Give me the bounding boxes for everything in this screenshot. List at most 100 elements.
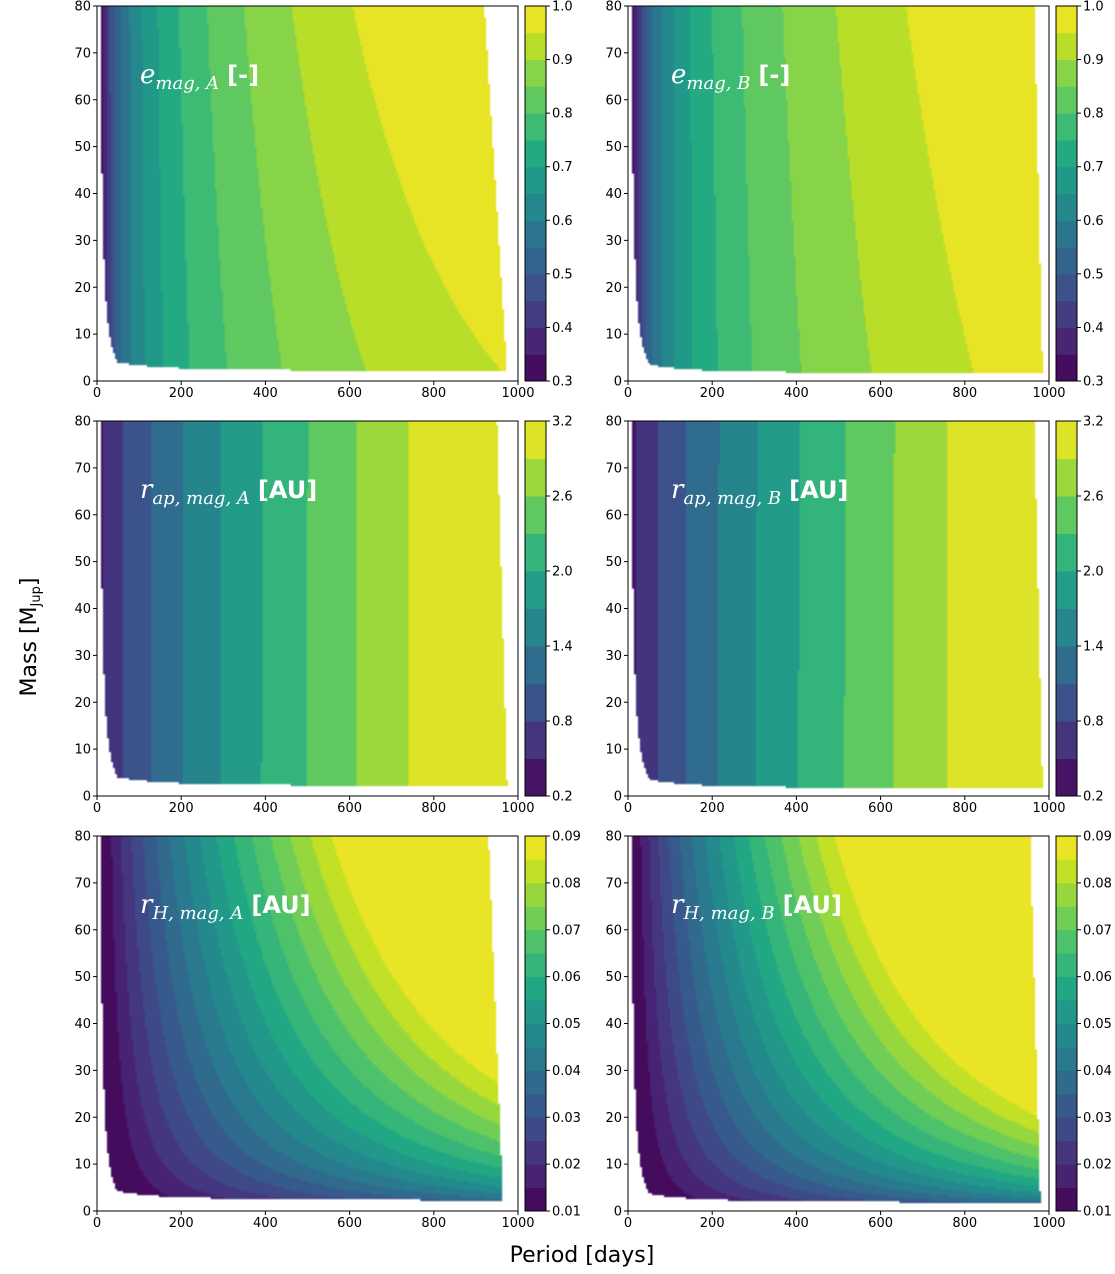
colorbar-tick-label: 0.5: [1083, 267, 1104, 282]
y-tick-label: 10: [605, 328, 622, 343]
colorbar-level: [1056, 86, 1077, 114]
x-tick-label: 1000: [501, 801, 534, 816]
colorbar-tick-label: 2.6: [1083, 490, 1104, 505]
colorbar-tick-label: 0.05: [552, 1017, 581, 1032]
colorbar-level: [1056, 300, 1077, 328]
y-tick-label: 50: [74, 140, 91, 155]
colorbar-level: [525, 1000, 546, 1024]
contour-field-r_H_mag_B: [628, 836, 1049, 1211]
colorbar-tick-label: 1.4: [1083, 640, 1104, 655]
colorbar-level: [1056, 882, 1077, 907]
colorbar-level: [525, 646, 546, 684]
colorbar-level: [1056, 166, 1077, 194]
x-tick-label: 0: [93, 386, 101, 401]
colorbar-level: [1056, 646, 1077, 684]
colorbar-level: [1056, 1117, 1077, 1142]
y-tick-label: 0: [614, 375, 622, 390]
x-tick-label: 600: [868, 1216, 893, 1231]
panel-label-subscript: H, mag, B: [682, 903, 774, 924]
x-axis-title: Period [days]: [510, 1243, 655, 1268]
colorbar-level: [525, 113, 546, 141]
y-tick-label: 60: [74, 93, 91, 108]
colorbar-level: [525, 247, 546, 275]
colorbar-tick-label: 0.03: [1083, 1111, 1112, 1126]
colorbar-level: [525, 758, 546, 797]
colorbar-tick-label: 0.3: [552, 375, 573, 390]
panel-label-symbol: e: [671, 60, 686, 90]
colorbar-tick-label: 0.6: [552, 214, 573, 229]
y-tick-label: 0: [83, 790, 91, 805]
y-tick-label: 80: [74, 830, 91, 845]
colorbar-level: [525, 421, 546, 459]
colorbar-frame: [524, 5, 547, 382]
panel-label-symbol: r: [140, 890, 154, 920]
x-tick-label: 600: [868, 386, 893, 401]
colorbar-tick-label: 0.07: [1083, 923, 1112, 938]
contour-field-r_ap_mag_B: [628, 421, 1049, 796]
colorbar-level: [1056, 1164, 1077, 1189]
colorbar-level: [1056, 683, 1077, 722]
x-tick-label: 800: [952, 801, 977, 816]
colorbar-level: [525, 721, 546, 759]
colorbar-tick-label: 0.07: [552, 923, 581, 938]
colorbar-tick-label: 0.9: [552, 53, 573, 68]
y-tick-label: 50: [74, 555, 91, 570]
x-tick-label: 200: [700, 1216, 725, 1231]
x-tick-label: 400: [784, 1216, 809, 1231]
x-tick-label: 600: [337, 801, 362, 816]
colorbar-level: [1056, 571, 1077, 609]
panel-label-subscript: mag, A: [155, 73, 219, 94]
y-tick-label: 30: [605, 649, 622, 664]
y-tick-label: 50: [605, 555, 622, 570]
colorbar-level: [525, 32, 546, 61]
colorbar-level: [525, 139, 546, 168]
x-tick-label: 200: [700, 386, 725, 401]
colorbar-tick-label: 0.09: [1083, 830, 1112, 845]
colorbar-level: [525, 496, 546, 534]
colorbar-tick-label: 0.2: [552, 790, 573, 805]
colorbar-tick-label: 0.01: [552, 1205, 581, 1220]
colorbar-level: [525, 1117, 546, 1142]
colorbar-tick-label: 0.4: [552, 321, 573, 336]
colorbar-level: [525, 458, 546, 497]
colorbar-level: [525, 273, 546, 302]
panel-label: rap, mag, A [AU]: [140, 475, 317, 509]
panel-label-subscript: ap, mag, B: [683, 488, 781, 509]
panel-label-unit: [-]: [227, 61, 259, 89]
colorbar-tick-label: 0.02: [552, 1158, 581, 1173]
colorbar-level: [525, 354, 546, 382]
contour-field-r_H_mag_A: [97, 836, 518, 1211]
x-tick-label: 1000: [501, 386, 534, 401]
colorbar-tick-label: 0.01: [1083, 1205, 1112, 1220]
colorbar-level: [1056, 496, 1077, 534]
panel-e_mag_A: 0 200 400 600 800 1000 0 10 20 30 40 50 60 70 80 emag, …: [74, 0, 572, 401]
panel-label-unit: [AU]: [783, 891, 842, 919]
colorbar-level: [1056, 533, 1077, 572]
y-tick-label: 10: [74, 1158, 91, 1173]
x-tick-label: 0: [93, 1216, 101, 1231]
colorbar-level: [525, 327, 546, 355]
colorbar-tick-label: 1.4: [552, 640, 573, 655]
y-tick-label: 30: [74, 234, 91, 249]
colorbar-level: [1056, 1046, 1077, 1071]
y-tick-label: 20: [605, 696, 622, 711]
x-tick-label: 1000: [501, 1216, 534, 1231]
colorbar-level: [1056, 1000, 1077, 1024]
y-tick-label: 60: [74, 508, 91, 523]
panel-e_mag_B: 0 200 400 600 800 1000 0 10 20 30 40 50 60 70 80 emag, …: [605, 0, 1103, 401]
colorbar-level: [525, 882, 546, 907]
colorbar-level: [1056, 1093, 1077, 1118]
y-tick-label: 30: [74, 1064, 91, 1079]
x-tick-label: 600: [868, 801, 893, 816]
colorbar-tick-label: 1.0: [1083, 0, 1104, 15]
colorbar-tick-label: 0.05: [1083, 1017, 1112, 1032]
panel-label-symbol: r: [671, 890, 685, 920]
x-tick-label: 400: [784, 801, 809, 816]
colorbar-tick-label: 0.3: [1083, 375, 1104, 390]
x-tick-label: 200: [169, 801, 194, 816]
colorbar-tick-label: 2.0: [1083, 565, 1104, 580]
colorbar-level: [1056, 220, 1077, 248]
colorbar-tick-label: 3.2: [1083, 415, 1104, 430]
y-tick-label: 60: [605, 508, 622, 523]
panel-label-subscript: mag, B: [686, 73, 750, 94]
